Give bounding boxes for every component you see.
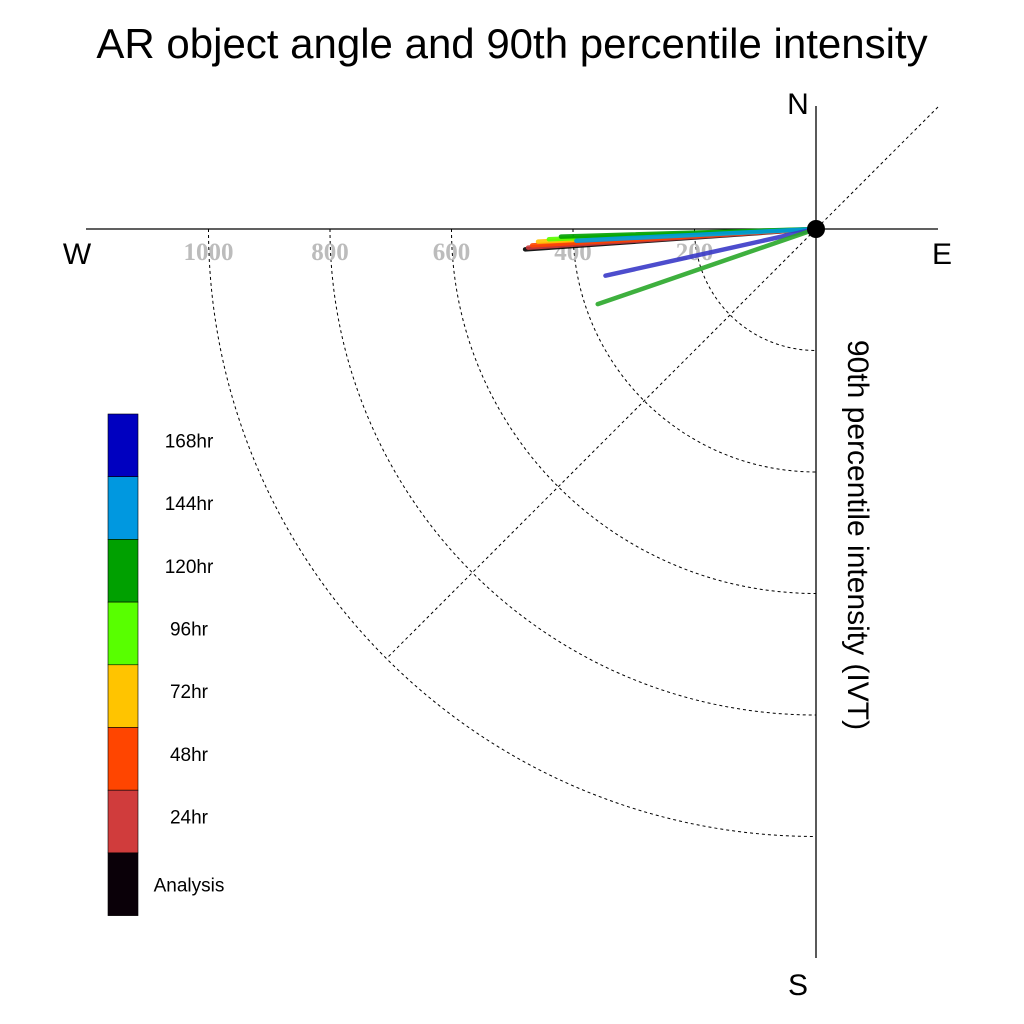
- grid-ring-800: [329, 228, 817, 716]
- legend-label-96hr: 96hr: [170, 619, 209, 640]
- chart-title: AR object angle and 90th percentile inte…: [96, 20, 927, 67]
- legend-label-144hr: 144hr: [165, 494, 214, 515]
- legend-swatch-analysis: [107, 852, 139, 916]
- radial-tick-label-1000: 1000: [184, 239, 234, 266]
- legend-label-120hr: 120hr: [165, 557, 214, 578]
- legend-label-48hr: 48hr: [170, 745, 209, 766]
- east-label: E: [932, 238, 952, 271]
- legend-swatch-24hr: [107, 789, 139, 854]
- origin-marker: [807, 220, 825, 238]
- legend-swatch-48hr: [107, 727, 139, 791]
- legend: 168hr 144hr 120hr 96hr 72hr 48hr 24hr Analysis: [107, 413, 225, 916]
- y-axis-label: 90th percentile intensity (IVT): [841, 340, 874, 730]
- legend-swatch-168hr: [107, 413, 139, 478]
- grid-ring-1000: [208, 228, 817, 837]
- radial-tick-label-800: 800: [311, 239, 349, 266]
- grid-ring-400: [572, 228, 817, 473]
- legend-label-analysis: Analysis: [154, 875, 225, 896]
- legend-swatch-120hr: [107, 539, 139, 603]
- legend-swatch-72hr: [107, 664, 139, 728]
- south-label: S: [788, 969, 808, 1002]
- legend-label-168hr: 168hr: [165, 431, 214, 452]
- series-lines: [522, 226, 819, 307]
- grid-ring-600: [451, 228, 817, 594]
- legend-label-72hr: 72hr: [170, 682, 209, 703]
- series-line-168hr-7: [603, 226, 819, 278]
- diagonal-guide-line: [387, 106, 939, 658]
- north-label: N: [787, 88, 809, 121]
- series-line-144hr-6: [574, 226, 819, 243]
- radial-tick-label-600: 600: [433, 239, 471, 266]
- legend-label-24hr: 24hr: [170, 808, 209, 829]
- legend-swatch-96hr: [107, 601, 139, 666]
- legend-swatch-144hr: [107, 476, 139, 540]
- west-label: W: [63, 238, 92, 271]
- series-line-120hr-8: [595, 226, 819, 307]
